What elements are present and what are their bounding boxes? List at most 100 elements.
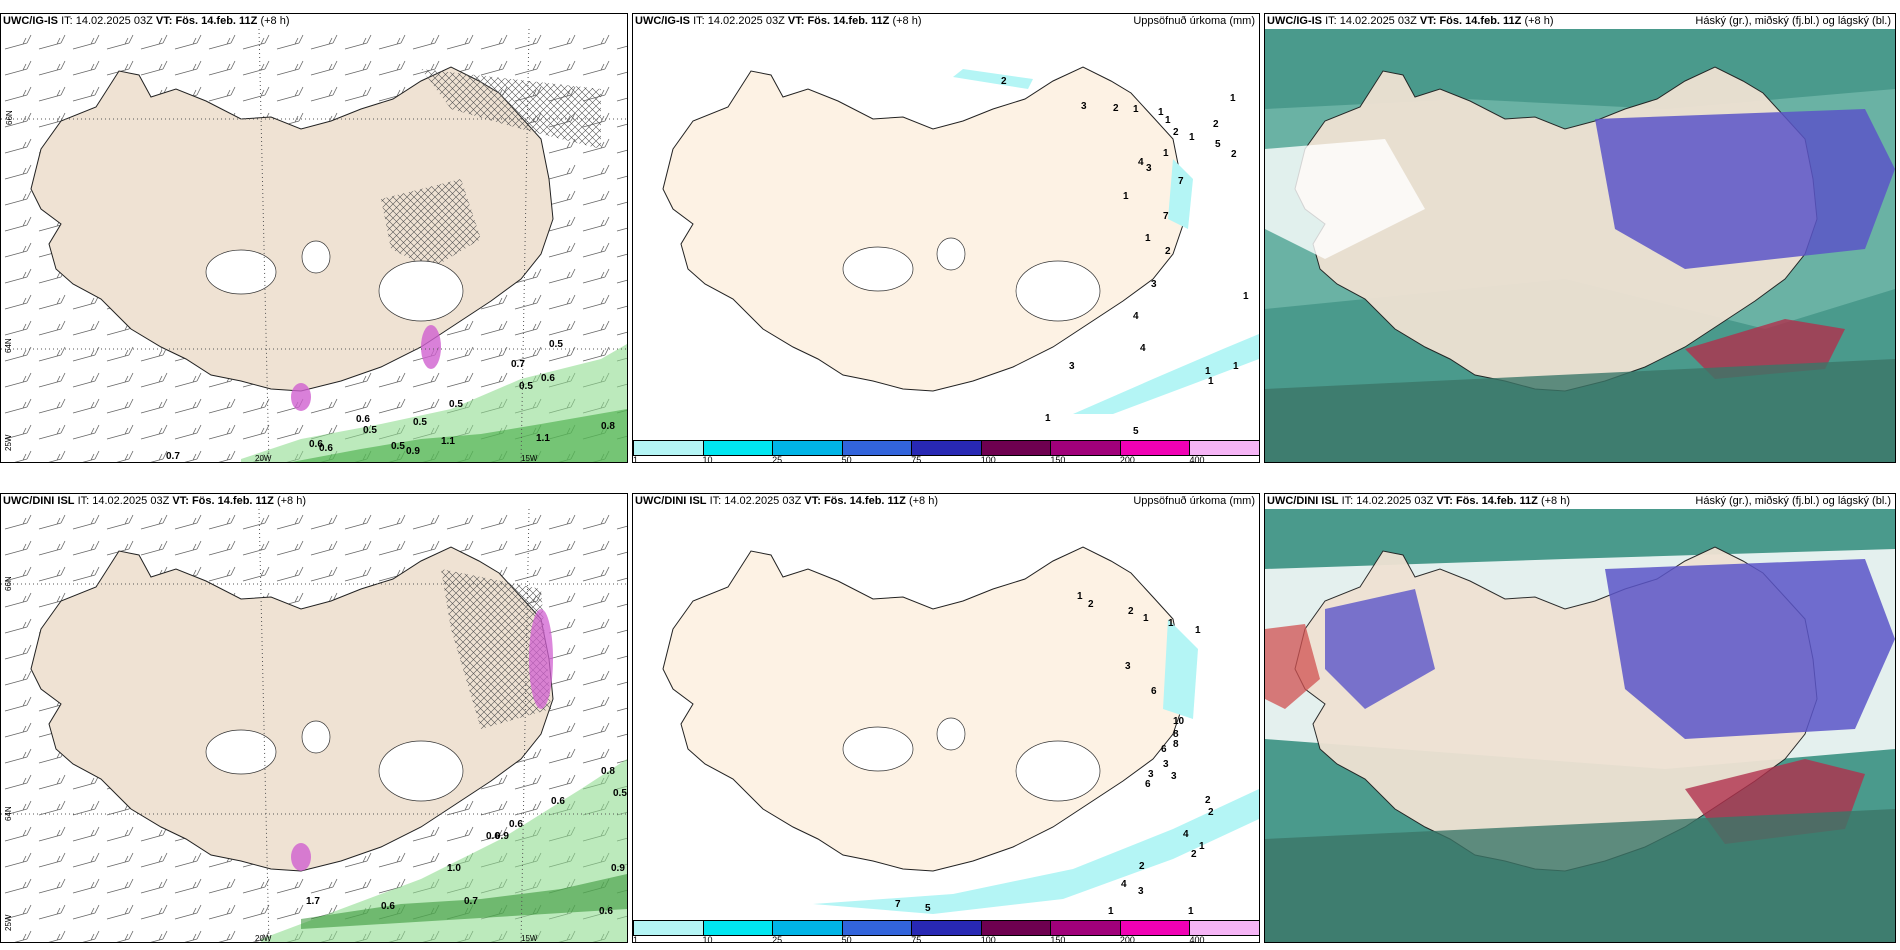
precip-value-label: 8 bbox=[1173, 739, 1179, 750]
model-name: UWC/IG-IS bbox=[3, 15, 58, 27]
precip-value-label: 1 bbox=[1145, 233, 1151, 244]
precip-area bbox=[1163, 619, 1198, 719]
vt-label: VT: bbox=[1419, 15, 1437, 27]
cloud-map bbox=[1265, 29, 1895, 462]
panel-title: Háský (gr.), miðský (fj.bl.) og lágský (… bbox=[1695, 15, 1891, 27]
precip-map: 122111361088633362241224375511 bbox=[633, 509, 1259, 922]
precip-value-label: 2 bbox=[1213, 119, 1219, 130]
it-label: IT: bbox=[709, 495, 722, 507]
precip-value-label: 0.5 bbox=[391, 441, 405, 452]
lon-label: 20W bbox=[255, 934, 272, 943]
glacier bbox=[936, 717, 966, 751]
it-label: IT: bbox=[77, 495, 90, 507]
green-field bbox=[301, 874, 627, 929]
vt-value: Fös. 14.feb. 11Z bbox=[175, 15, 258, 27]
colorbar-swatch bbox=[702, 440, 774, 456]
precip-value-label: 1 bbox=[1133, 104, 1139, 115]
cloud-cover bbox=[1265, 359, 1895, 462]
precip-value-labels: 0.80.50.60.60.90.61.0 0.90.71.7 0.6 0.6 bbox=[306, 766, 627, 917]
lon-label: 20W bbox=[255, 454, 272, 463]
precip-value-label: 2 bbox=[1173, 127, 1179, 138]
colorbar-swatch bbox=[633, 920, 704, 936]
model-name: UWC/DINI ISL bbox=[1267, 495, 1339, 507]
vt-value: Fös. 14.feb. 11Z bbox=[191, 495, 274, 507]
map-panel-dini-precip: UWC/DINI ISL IT: 14.02.2025 03Z VT: Fös.… bbox=[632, 493, 1260, 943]
precip-value-label: 6 bbox=[1145, 779, 1151, 790]
colorbar-swatch bbox=[1189, 440, 1259, 456]
precip-value-label: 5 bbox=[925, 903, 931, 914]
colorbar-swatch bbox=[1050, 920, 1121, 936]
precip-value-label: 1 bbox=[1143, 613, 1149, 624]
precip-value-label: 0.7 bbox=[511, 359, 525, 370]
colorbar-tick-label: 25 bbox=[772, 455, 783, 463]
precip-value-label: 0.8 bbox=[601, 766, 615, 777]
lead-time: (+8 h) bbox=[1540, 495, 1570, 507]
mid-cloud-area bbox=[1605, 559, 1895, 739]
hatch-region bbox=[381, 179, 481, 269]
precip-value-label: 1 bbox=[1077, 591, 1083, 602]
precip-value-label: 2 bbox=[1231, 149, 1237, 160]
panel-title: Uppsöfnuð úrkoma (mm) bbox=[1133, 495, 1255, 507]
it-value: 14.02.2025 03Z bbox=[1339, 15, 1417, 27]
lat-label: 64N bbox=[4, 338, 13, 353]
it-value: 14.02.2025 03Z bbox=[724, 495, 802, 507]
panel-header: UWC/IG-IS IT: 14.02.2025 03Z VT: Fös. 14… bbox=[633, 14, 1259, 29]
precip-value-label: 1.1 bbox=[441, 436, 455, 447]
lead-time: (+8 h) bbox=[1524, 15, 1554, 27]
colorbar-tick-label: 100 bbox=[980, 455, 996, 463]
precip-value-label: 1 bbox=[1158, 107, 1164, 118]
precip-value-label: 7 bbox=[1163, 211, 1169, 222]
glacier bbox=[378, 740, 464, 802]
lead-time: (+8 h) bbox=[892, 15, 922, 27]
lead-time: (+8 h) bbox=[260, 15, 290, 27]
precip-value-label: 7 bbox=[1178, 176, 1184, 187]
iceland-landmass bbox=[662, 66, 1186, 392]
model-name: UWC/DINI ISL bbox=[3, 495, 75, 507]
colorbar-swatch bbox=[1050, 440, 1121, 456]
precip-value-label: 10 bbox=[1173, 716, 1185, 727]
glacier bbox=[1015, 260, 1101, 322]
vt-label: VT: bbox=[804, 495, 821, 507]
precip-value-label: 3 bbox=[1138, 886, 1144, 897]
colorbar-tick-label: 150 bbox=[1050, 455, 1066, 463]
model-name: UWC/DINI ISL bbox=[635, 495, 707, 507]
map-panel-ig-precip: UWC/IG-IS IT: 14.02.2025 03Z VT: Fös. 14… bbox=[632, 13, 1260, 463]
precip-value-label: 7 bbox=[895, 899, 901, 910]
colorbar-tick-label: 50 bbox=[841, 455, 852, 463]
grid-line bbox=[520, 29, 530, 462]
cloud-map bbox=[1265, 509, 1895, 942]
colorbar: 1 10 25 50 75 100 150 200 400 bbox=[633, 440, 1259, 462]
colorbar-tick-label: 100 bbox=[980, 935, 996, 943]
precip-value-label: 3 bbox=[1163, 759, 1169, 770]
lon-label: 25W bbox=[4, 434, 13, 451]
mid-cloud-area bbox=[1325, 589, 1435, 709]
colorbar-tick-label: 1 bbox=[633, 455, 639, 463]
precip-value-label: 0.9 bbox=[495, 831, 509, 842]
it-label: IT: bbox=[1341, 495, 1354, 507]
precip-value-label: 1 bbox=[1163, 148, 1169, 159]
colorbar-swatch bbox=[772, 920, 843, 936]
map-panel-dini-clouds: UWC/DINI ISL IT: 14.02.2025 03Z VT: Fös.… bbox=[1264, 493, 1896, 943]
colorbar-swatch bbox=[633, 440, 704, 456]
precip-value-label: 1 bbox=[1195, 625, 1201, 636]
precip-value-label: 1 bbox=[1230, 93, 1236, 104]
precip-value-label: 0.7 bbox=[464, 896, 478, 907]
it-value: 14.02.2025 03Z bbox=[707, 15, 785, 27]
precip-value-label: 4 bbox=[1133, 311, 1139, 322]
precip-value-label: 3 bbox=[1146, 163, 1152, 174]
precip-value-label: 0.6 bbox=[309, 439, 323, 450]
lead-time: (+8 h) bbox=[908, 495, 938, 507]
precip-value-label: 1 bbox=[1045, 413, 1051, 424]
vt-label: VT: bbox=[155, 15, 173, 27]
grid-line bbox=[258, 509, 270, 942]
precip-value-labels: 0.50.70.60.50.50.50.60.50.50.60.6 0.91.1 1… bbox=[166, 339, 615, 462]
colorbar-tick-label: 200 bbox=[1119, 455, 1135, 463]
precip-value-label: 2 bbox=[1139, 861, 1145, 872]
colorbar-tick-label: 50 bbox=[841, 935, 852, 943]
vt-label: VT: bbox=[1436, 495, 1453, 507]
precip-value-label: 0.9 bbox=[406, 446, 420, 457]
precip-value-label: 0.5 bbox=[613, 788, 627, 799]
precip-patch bbox=[529, 609, 553, 709]
precip-value-label: 4 bbox=[1140, 343, 1146, 354]
